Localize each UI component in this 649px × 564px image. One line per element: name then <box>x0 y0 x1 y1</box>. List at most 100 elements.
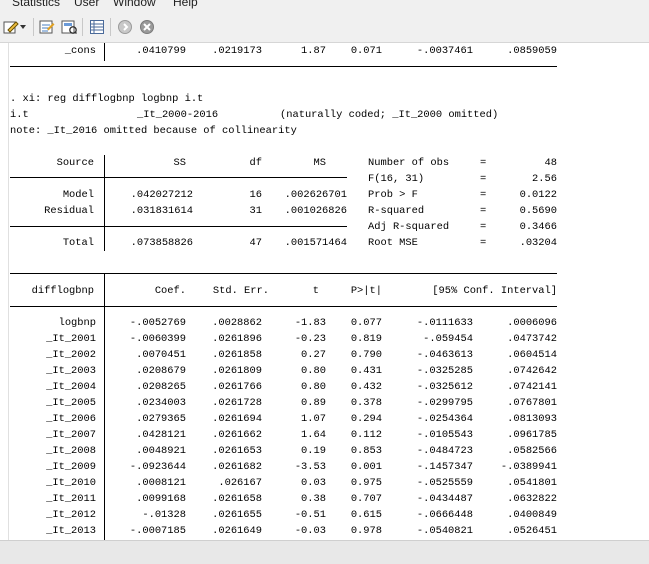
coef-row-p: 0.853 <box>350 445 382 457</box>
stat-eq-nobs: = <box>480 157 487 169</box>
coef-row-t: -3.53 <box>294 461 326 473</box>
coef-row-p: 0.707 <box>350 493 382 505</box>
stat-label-nobs: Number of obs <box>368 157 450 169</box>
coef-row-coef: -.0007185 <box>129 525 186 537</box>
coef-row-t: 0.80 <box>301 381 326 393</box>
coef-row-p: 0.978 <box>350 525 382 537</box>
coef-row-name: _It_2004 <box>46 381 96 393</box>
data-editor-icon[interactable] <box>38 18 56 36</box>
coef-row-se: .0261896 <box>212 333 262 345</box>
menu-bar: Statistics User Window Help <box>0 0 649 12</box>
coef-row-t: 0.89 <box>301 397 326 409</box>
coef-row-coef: .0099168 <box>136 493 186 505</box>
coef-row-t: 0.38 <box>301 493 326 505</box>
coef-row-coef: -.0060399 <box>129 333 186 345</box>
coef-row-t: -1.83 <box>294 317 326 329</box>
stat-label-f: F(16, 31) <box>368 173 425 185</box>
coef-row-hi: .0526451 <box>507 525 557 537</box>
coef-row-se: .0261662 <box>212 429 262 441</box>
coef-row-se: .0028862 <box>212 317 262 329</box>
coef-row-name: _It_2007 <box>46 429 96 441</box>
coef-row-t: 0.03 <box>301 477 326 489</box>
anova-total-source: Total <box>62 237 94 249</box>
anova-residual-ms: .001026826 <box>284 205 347 217</box>
coef-row-se: .026167 <box>218 477 262 489</box>
anova-model-df: 16 <box>249 189 262 201</box>
coef-row-lo: -.0299795 <box>416 397 473 409</box>
menu-help[interactable]: Help <box>173 0 198 9</box>
coef-row-coef: -.0923644 <box>129 461 186 473</box>
coef-row-t: 0.80 <box>301 365 326 377</box>
anova-model-ss: .042027212 <box>130 189 193 201</box>
coef-row-hi: .0742141 <box>507 381 557 393</box>
coef-row-coef: -.01328 <box>142 509 186 521</box>
dropdown-arrow-icon[interactable] <box>18 18 28 36</box>
prev-cons-hi: .0859059 <box>507 45 557 57</box>
coef-row-p: 0.378 <box>350 397 382 409</box>
coef-header-p: P>|t| <box>350 285 382 297</box>
results-left-border <box>8 43 9 540</box>
break-icon[interactable] <box>138 18 156 36</box>
results-window[interactable]: _cons .0410799 .0219173 1.87 0.071 -.003… <box>0 43 649 540</box>
coef-row-name: _It_2002 <box>46 349 96 361</box>
coef-row-p: 0.077 <box>350 317 382 329</box>
more-icon[interactable] <box>116 18 134 36</box>
coef-row-p: 0.975 <box>350 477 382 489</box>
coef-row-lo: -.0325612 <box>416 381 473 393</box>
coef-row-hi: .0006096 <box>507 317 557 329</box>
menu-statistics[interactable]: Statistics <box>12 0 61 9</box>
coef-row-p: 0.432 <box>350 381 382 393</box>
coef-row-se: .0261809 <box>212 365 262 377</box>
variables-manager-icon[interactable] <box>88 18 106 36</box>
coef-row-lo: -.0111633 <box>416 317 473 329</box>
prev-cons-t: 1.87 <box>301 45 326 57</box>
coef-header-t: t <box>312 285 319 297</box>
anova-model-ms: .002626701 <box>284 189 347 201</box>
data-browser-icon[interactable] <box>60 18 78 36</box>
coef-row-t: -0.03 <box>294 525 326 537</box>
menu-user[interactable]: User <box>74 0 100 9</box>
stat-eq-f: = <box>480 173 487 185</box>
anova-total-ss: .073858826 <box>130 237 193 249</box>
coef-row-lo: -.0105543 <box>416 429 473 441</box>
stat-value-nobs: 48 <box>544 157 557 169</box>
prev-cons-lo: -.0037461 <box>416 45 473 57</box>
coef-row-hi: .0813093 <box>507 413 557 425</box>
coef-row-coef: .0208679 <box>136 365 186 377</box>
do-file-editor-icon[interactable] <box>2 18 20 36</box>
anova-header-df: df <box>249 157 262 169</box>
coef-row-coef: .0048921 <box>136 445 186 457</box>
coef-row-lo: -.0254364 <box>416 413 473 425</box>
coef-row-se: .0261728 <box>212 397 262 409</box>
coef-row-name: _It_2003 <box>46 365 96 377</box>
menu-window[interactable]: Window <box>113 0 156 9</box>
toolbar <box>0 12 649 43</box>
coef-row-coef: .0208265 <box>136 381 186 393</box>
anova-header-ms: MS <box>313 157 326 169</box>
coef-row-name: _It_2006 <box>46 413 96 425</box>
stat-label-rmse: Root MSE <box>368 237 418 249</box>
anova-total-ms: .001571464 <box>284 237 347 249</box>
stat-value-r2: 0.5690 <box>519 205 557 217</box>
coef-row-name: _It_2001 <box>46 333 96 345</box>
coef-header-coef: Coef. <box>154 285 186 297</box>
coef-row-hi: .0961785 <box>507 429 557 441</box>
coef-row-hi: .0632822 <box>507 493 557 505</box>
collinearity-note: note: _It_2016 omitted because of collin… <box>10 125 297 137</box>
coef-row-coef: .0070451 <box>136 349 186 361</box>
coef-row-se: .0261655 <box>212 509 262 521</box>
coef-row-p: 0.431 <box>350 365 382 377</box>
coef-row-lo: -.0463613 <box>416 349 473 361</box>
coef-row-hi: .0767801 <box>507 397 557 409</box>
stat-value-f: 2.56 <box>532 173 557 185</box>
stat-value-probf: 0.0122 <box>519 189 557 201</box>
coef-row-se: .0261694 <box>212 413 262 425</box>
coef-row-hi: .0604514 <box>507 349 557 361</box>
coef-row-p: 0.819 <box>350 333 382 345</box>
coef-row-name: logbnp <box>58 317 96 329</box>
stat-eq-probf: = <box>480 189 487 201</box>
stat-label-adjr2: Adj R-squared <box>368 221 450 233</box>
coef-row-hi: -.0389941 <box>500 461 557 473</box>
coef-row-t: 0.27 <box>301 349 326 361</box>
coef-row-t: -0.23 <box>294 333 326 345</box>
